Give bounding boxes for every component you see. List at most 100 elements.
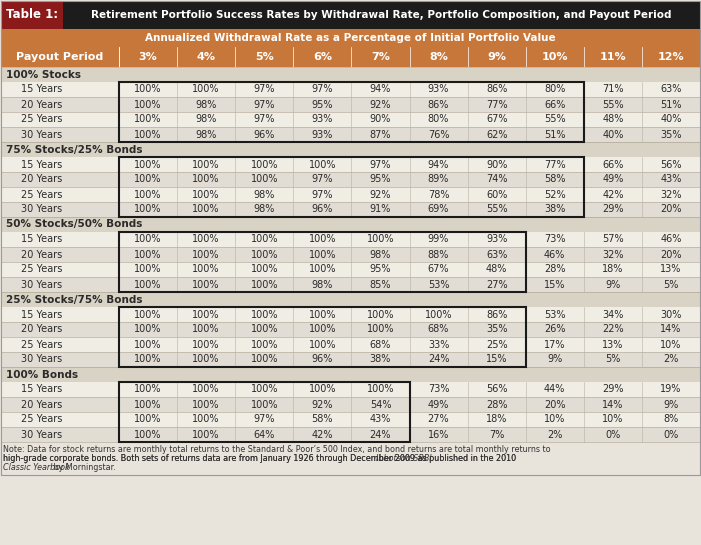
Bar	[1, 427, 700, 442]
Bar	[1, 1, 700, 29]
Text: 63%: 63%	[660, 84, 681, 94]
Text: 35%: 35%	[660, 130, 681, 140]
Bar	[119, 82, 584, 142]
Text: 15 Years: 15 Years	[21, 84, 62, 94]
Text: 15 Years: 15 Years	[21, 310, 62, 319]
Text: 48%: 48%	[486, 264, 508, 275]
Text: 100%: 100%	[135, 234, 162, 245]
Text: 98%: 98%	[196, 130, 217, 140]
Text: 55%: 55%	[544, 114, 566, 124]
Bar	[1, 292, 700, 307]
Text: 25 Years: 25 Years	[21, 264, 62, 275]
Bar	[1, 367, 700, 382]
Text: 25 Years: 25 Years	[21, 415, 62, 425]
Text: 100%: 100%	[250, 340, 278, 349]
Text: 75% Stocks/25% Bonds: 75% Stocks/25% Bonds	[6, 144, 142, 154]
Text: 100%: 100%	[135, 399, 162, 409]
Text: 68%: 68%	[369, 340, 391, 349]
Text: 100%: 100%	[192, 429, 220, 439]
Text: 100%: 100%	[367, 310, 394, 319]
Text: 100%: 100%	[308, 160, 336, 169]
Text: 9%: 9%	[605, 280, 620, 289]
Text: 93%: 93%	[486, 234, 508, 245]
Bar	[1, 1, 700, 475]
Text: 100%: 100%	[135, 204, 162, 215]
Bar	[293, 47, 351, 67]
Bar	[177, 47, 236, 67]
Text: 30 Years: 30 Years	[21, 130, 62, 140]
Text: 24%: 24%	[428, 354, 449, 365]
Text: 66%: 66%	[602, 160, 623, 169]
Text: 20 Years: 20 Years	[21, 250, 62, 259]
Text: 93%: 93%	[312, 114, 333, 124]
Text: 15%: 15%	[544, 280, 566, 289]
Text: Table 1:: Table 1:	[6, 9, 58, 21]
Text: 100%: 100%	[192, 174, 220, 185]
Text: 40%: 40%	[602, 130, 623, 140]
Text: 18%: 18%	[486, 415, 508, 425]
Text: 100%: 100%	[250, 250, 278, 259]
Text: 49%: 49%	[602, 174, 623, 185]
Text: Annualized Withdrawal Rate as a Percentage of Initial Portfolio Value: Annualized Withdrawal Rate as a Percenta…	[145, 33, 556, 43]
Bar	[119, 307, 526, 367]
Text: 42%: 42%	[312, 429, 333, 439]
Text: 43%: 43%	[660, 174, 681, 185]
Text: 25%: 25%	[486, 340, 508, 349]
Text: 100%: 100%	[135, 280, 162, 289]
Text: high-grade corporate bonds. Both sets of returns data are from January 1926 thro: high-grade corporate bonds. Both sets of…	[3, 454, 519, 463]
Text: 96%: 96%	[254, 130, 275, 140]
Text: 77%: 77%	[544, 160, 566, 169]
Text: 15 Years: 15 Years	[21, 160, 62, 169]
Text: Classic Yearbook: Classic Yearbook	[3, 463, 69, 472]
Bar	[1, 97, 700, 112]
Text: 100%: 100%	[135, 174, 162, 185]
Text: 91%: 91%	[369, 204, 391, 215]
Text: 20 Years: 20 Years	[21, 399, 62, 409]
Bar	[1, 67, 700, 82]
Text: 98%: 98%	[312, 280, 333, 289]
Text: 73%: 73%	[544, 234, 566, 245]
Text: 100%: 100%	[135, 114, 162, 124]
Text: 97%: 97%	[369, 160, 391, 169]
Text: 20 Years: 20 Years	[21, 100, 62, 110]
Text: 60%: 60%	[486, 190, 508, 199]
Text: Retirement Portfolio Success Rates by Withdrawal Rate, Portfolio Composition, an: Retirement Portfolio Success Rates by Wi…	[91, 10, 672, 20]
Text: 100%: 100%	[192, 324, 220, 335]
Text: 9%: 9%	[663, 399, 679, 409]
Text: 11%: 11%	[599, 52, 626, 62]
Bar	[1, 412, 700, 427]
Text: 100%: 100%	[192, 310, 220, 319]
Text: 100%: 100%	[135, 354, 162, 365]
Text: 20%: 20%	[660, 250, 681, 259]
Text: 10%: 10%	[541, 52, 568, 62]
Text: 100%: 100%	[192, 234, 220, 245]
Text: 44%: 44%	[544, 385, 566, 395]
Text: 100%: 100%	[135, 324, 162, 335]
Bar	[1, 217, 700, 232]
Text: 100%: 100%	[250, 234, 278, 245]
Text: 3%: 3%	[139, 52, 158, 62]
Text: 95%: 95%	[312, 100, 333, 110]
Text: Note: Data for stock returns are monthly total returns to the Standard & Poor’s : Note: Data for stock returns are monthly…	[3, 445, 550, 454]
Text: 89%: 89%	[428, 174, 449, 185]
Text: 51%: 51%	[660, 100, 681, 110]
Text: 97%: 97%	[312, 190, 333, 199]
Text: 100%: 100%	[425, 310, 452, 319]
Bar	[119, 382, 409, 442]
Text: 20 Years: 20 Years	[21, 324, 62, 335]
Text: 97%: 97%	[254, 100, 275, 110]
Text: 20%: 20%	[544, 399, 566, 409]
Text: 7%: 7%	[371, 52, 390, 62]
Text: 99%: 99%	[428, 234, 449, 245]
Text: 100%: 100%	[192, 84, 220, 94]
Text: 100%: 100%	[308, 264, 336, 275]
Text: 20 Years: 20 Years	[21, 174, 62, 185]
Text: 100%: 100%	[192, 204, 220, 215]
Text: high-grade corporate bonds. Both sets of returns data are from January 1926 thro: high-grade corporate bonds. Both sets of…	[3, 454, 519, 463]
Text: 97%: 97%	[254, 84, 275, 94]
Text: 55%: 55%	[486, 204, 508, 215]
Text: 92%: 92%	[369, 100, 391, 110]
Text: 56%: 56%	[660, 160, 681, 169]
Text: 100% Stocks: 100% Stocks	[6, 70, 81, 80]
Text: 35%: 35%	[486, 324, 508, 335]
